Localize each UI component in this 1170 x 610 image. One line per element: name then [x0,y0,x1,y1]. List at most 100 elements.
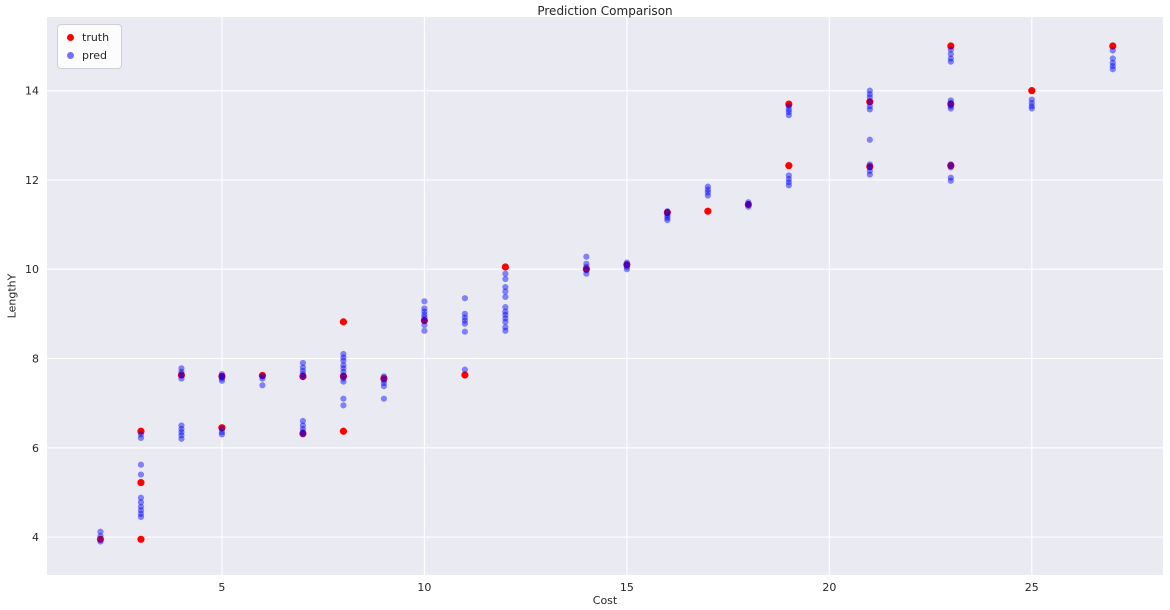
pred-point [947,105,954,112]
pred-point [785,106,792,113]
truth-point [218,372,226,380]
pred-point [178,422,185,429]
pred-point [947,55,954,62]
truth-legend-label: truth [82,31,110,44]
pred-point [137,471,145,478]
pred-point [178,368,185,375]
pred-point [1109,59,1116,67]
pred-point [137,507,145,514]
pred-point [1109,63,1116,70]
pred-point [259,375,266,382]
truth-point [866,98,874,106]
pred-point [461,366,468,373]
y-tick-label: 10 [25,263,39,276]
pred-point [299,359,307,367]
truth-point [947,162,955,170]
pred-point [623,263,630,271]
truth-point [177,371,186,379]
truth-point [299,372,307,380]
pred-point [218,373,226,380]
pred-point [340,402,347,409]
pred-point [583,267,590,274]
pred-point [947,58,954,65]
truth-point [137,535,145,543]
pred-point [137,513,145,521]
truth-point [663,208,671,217]
pred-point [1028,103,1035,110]
truth-point [339,372,348,380]
truth-point [704,207,712,215]
truth-point [866,162,874,171]
pred-point [380,395,388,402]
pred-point [947,174,954,181]
x-tick-label: 10 [417,581,431,594]
pred-point [502,270,509,277]
pred-point [704,183,711,190]
pred-point [947,46,954,53]
pred-point [299,417,307,425]
pred-point [97,528,104,535]
pred-point [502,315,509,322]
pred-point [947,97,954,104]
pred-point [340,350,347,358]
truth-point [380,374,388,383]
truth-point [258,371,267,380]
pred-point [299,425,307,433]
pred-point [259,373,266,380]
pred-point [340,375,347,382]
truth-point [623,261,631,269]
pred-point [340,395,347,402]
pred-point [380,379,388,387]
pred-point [664,217,671,224]
pred-point [340,357,347,364]
truth-point [744,200,752,209]
pred-point [461,317,468,324]
pred-point [623,266,630,273]
pred-point [1109,47,1116,54]
pred-point [947,164,954,171]
pred-point [785,103,792,110]
pred-point [583,270,590,277]
pred-point [380,373,388,380]
pred-point [137,434,145,442]
pred-point [704,189,711,196]
pred-point [299,374,307,381]
pred-point [866,164,873,171]
truth-point [947,100,955,108]
pred-point [866,106,873,113]
plot-area [47,17,1163,575]
pred-point [421,327,428,334]
pred-point [380,383,388,390]
legend: truth pred [57,24,123,69]
pred-point [502,275,509,283]
x-tick-label: 15 [620,581,634,594]
pred-point [340,368,347,375]
pred-point [218,431,226,438]
pred-point [704,192,711,199]
pred-point [785,182,792,189]
pred-point [1028,105,1035,112]
pred-point [421,321,428,329]
pred-point [299,431,307,438]
pred-point [299,364,307,371]
pred-point [218,429,226,436]
pred-point [299,429,307,436]
pred-point [704,186,711,193]
pred-point [218,371,226,378]
pred-point [502,293,509,300]
pred-point [178,372,185,379]
pred-point [947,161,954,168]
pred-point [340,372,347,379]
pred-point [583,253,590,260]
pred-point [340,362,347,369]
y-tick-label: 12 [25,174,39,187]
pred-point [137,510,145,517]
pred-point [340,354,347,361]
pred-point [502,318,509,325]
pred-point [745,203,752,210]
pred-point [461,320,468,327]
pred-point [178,429,185,436]
pred-point [947,177,954,184]
pred-point [299,371,307,378]
